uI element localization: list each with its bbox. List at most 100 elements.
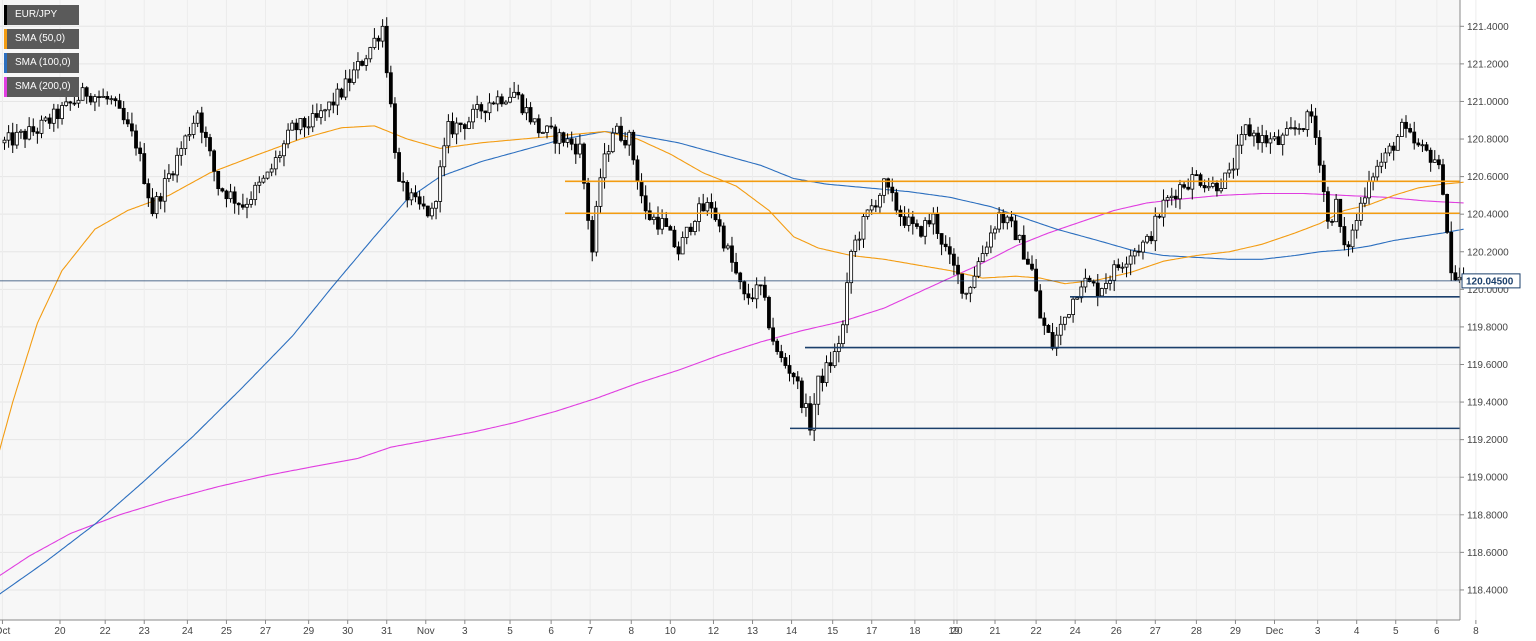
candle-body-up [968,286,973,294]
candle [623,131,628,149]
candle [919,225,923,238]
candle [380,19,385,48]
candle-body-down [520,94,525,114]
candle-body-up [183,135,188,150]
candle [890,178,895,202]
candle [1301,128,1306,133]
candle [162,169,167,213]
candle-body-up [1358,202,1363,221]
x-tick-label: 3 [462,626,468,637]
candle-body-down [619,125,623,141]
candle-body-down [582,143,586,184]
legend-item-sma100[interactable]: SMA (100,0) [4,53,79,73]
candle-body-up [1379,161,1384,167]
candle-body-down [208,137,212,152]
candle [1104,273,1108,294]
candle [578,134,582,159]
candle [520,93,525,116]
candle [1334,194,1339,223]
candle-body-up [166,173,171,180]
candle-body-up [964,292,969,295]
candle-body-up [841,324,845,345]
candle-body-up [51,108,56,124]
candle-body-up [1169,195,1174,199]
x-tick-label: 31 [381,626,393,637]
candle [1247,117,1252,137]
candle-body-down [479,104,484,112]
candle [1260,124,1265,153]
candle-body-down [631,131,636,161]
candle-body-up [1243,124,1248,135]
candle [824,355,829,387]
candle [121,101,126,125]
candle-body-down [421,203,426,207]
candle-body-down [1095,282,1100,297]
y-tick-label: 118.4000 [1467,585,1508,596]
candle-body-up [1141,241,1145,253]
candle-body-up [475,104,480,110]
candle-body-down [1116,264,1121,268]
candle-body-down [643,195,648,212]
candle [253,182,258,206]
candle-body-down [388,72,393,105]
candle [1136,244,1141,257]
candle-body-up [228,191,233,200]
candle-body-up [327,101,332,111]
candle [1309,104,1314,124]
candle-body-down [943,243,948,248]
candle-body-down [1346,244,1351,248]
candle-body-up [1395,136,1400,151]
x-tick-label: 26 [1111,626,1123,637]
candle-body-up [191,122,196,135]
x-tick-label: 27 [260,626,272,637]
legend-item-sma200[interactable]: SMA (200,0) [4,77,79,97]
legend: EUR/JPY SMA (50,0) SMA (100,0) SMA (200,… [4,5,79,97]
candle [1108,275,1112,291]
candle-body-down [1034,268,1039,292]
candle-body-down [47,117,52,124]
candle-body-up [298,118,303,131]
candle-body-down [738,272,743,283]
candle-body-up [1206,185,1211,189]
candle-body-up [335,88,340,106]
candle [939,233,944,256]
candle-body-up [804,403,808,408]
candle [158,192,163,210]
candle-body-up [19,130,23,133]
candle-body-up [1112,264,1117,281]
candle-body-down [199,112,204,133]
candle [841,320,845,349]
x-tick-label: 28 [1191,626,1203,637]
candle [647,202,652,221]
candle [512,82,517,98]
candle [1404,115,1408,138]
candle-body-up [972,275,977,288]
legend-item-eurjpy[interactable]: EUR/JPY [4,5,79,25]
candle [368,46,373,63]
candle-body-up [1260,135,1265,144]
candle [701,193,706,212]
candle [446,114,451,154]
candle-body-down [232,191,237,204]
candle-body-up [60,105,64,120]
candle-body-down [491,102,496,105]
candle-body-down [1149,235,1154,242]
current-price-tag: 120.04500 [1461,273,1521,289]
candle [240,193,245,210]
candle [582,142,586,190]
candle [828,351,833,373]
legend-item-sma50[interactable]: SMA (50,0) [4,29,79,49]
candle-body-down [224,190,229,200]
candle-body-down [549,125,554,128]
x-tick-label: Oct [0,626,10,637]
candle [1165,195,1170,208]
candle [376,35,381,50]
candle [1062,316,1067,331]
candle-body-down [339,88,344,98]
candle [1153,207,1158,252]
candle [594,200,599,257]
candle [1013,215,1018,241]
candle [146,178,151,207]
candle [610,127,615,154]
candle-body-down [894,192,899,211]
